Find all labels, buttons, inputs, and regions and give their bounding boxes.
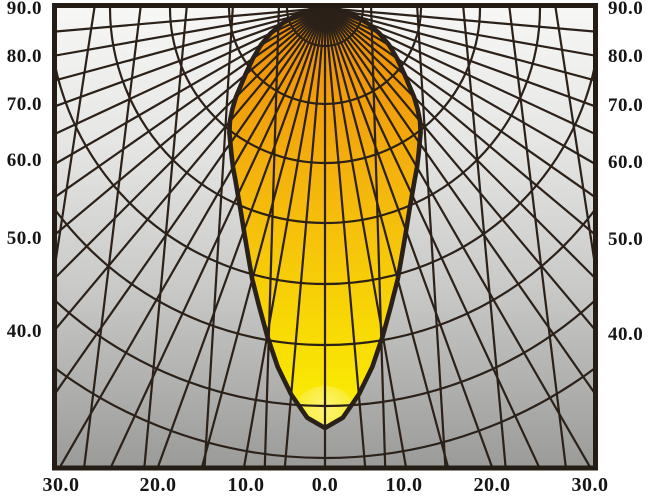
axis-label-left-40.0: 40.0 [6, 321, 42, 342]
axis-label-right-90.0: 90.0 [608, 0, 644, 19]
axis-label-bottom-20.0: 20.0 [473, 474, 511, 496]
grid-arc [56, 209, 594, 346]
grid-ray [56, 7, 326, 82]
grid-ray [59, 7, 326, 467]
grid-splay-line [203, 7, 234, 467]
grid-splay-line [370, 7, 387, 467]
grid-ray [324, 7, 594, 107]
grid-splay-line [416, 7, 447, 467]
grid-ray [201, 7, 327, 467]
grid-ray [324, 7, 594, 135]
grid-ray [324, 7, 594, 198]
grid-ray [324, 7, 594, 82]
grid-ray [56, 7, 326, 107]
grid-splay-line [508, 7, 567, 467]
axis-label-right-40.0: 40.0 [608, 324, 644, 345]
grid-ray [324, 7, 594, 33]
grid-splay-line [83, 7, 142, 467]
grid-ray [56, 7, 326, 198]
axis-label-right-80.0: 80.0 [608, 46, 644, 67]
axis-label-left-90.0: 90.0 [6, 0, 42, 19]
grid-ray [323, 7, 449, 467]
grid-ray [323, 7, 367, 467]
grid-splay-line [554, 7, 594, 263]
axis-label-left-80.0: 80.0 [6, 46, 42, 67]
grid-ray [324, 7, 594, 57]
grid-ray [56, 7, 326, 394]
grid-ray [110, 7, 326, 467]
axis-label-left-50.0: 50.0 [6, 228, 42, 249]
grid-ray [324, 7, 594, 165]
grid-ray [323, 7, 493, 467]
axis-label-left-70.0: 70.0 [6, 94, 42, 115]
grid-ray [56, 7, 326, 57]
axis-label-left-60.0: 60.0 [6, 150, 42, 171]
grid-ray [56, 7, 326, 330]
axis-label-right-70.0: 70.0 [608, 95, 644, 116]
axis-label-right-50.0: 50.0 [608, 229, 644, 250]
grid-arc [56, 66, 594, 286]
plot-border [52, 3, 598, 471]
beam-outline [227, 7, 423, 431]
grid-ray [56, 7, 326, 135]
grid-splay-line [56, 7, 96, 263]
grid-arc [56, 367, 594, 459]
grid-ray [56, 7, 326, 165]
grid-ray [323, 7, 407, 467]
grid-splay-line [462, 7, 507, 467]
grid-ray [56, 7, 326, 33]
grid-ray [324, 7, 594, 394]
axis-label-bottom-30.0: 30.0 [42, 474, 80, 496]
axis-label-right-60.0: 60.0 [608, 152, 644, 173]
grid-ray [324, 7, 594, 330]
grid-splay-line [263, 7, 280, 467]
grid-ray [243, 7, 327, 467]
grid-ray [283, 7, 327, 467]
axis-label-bottom-0.0: 0.0 [311, 474, 339, 496]
axis-label-bottom-10.0: 10.0 [227, 474, 265, 496]
grid-arc [56, 300, 594, 407]
axis-label-bottom-30.0: 30.0 [571, 474, 609, 496]
grid-ray [157, 7, 327, 467]
axis-label-bottom-10.0: 10.0 [385, 474, 423, 496]
axis-label-bottom-20.0: 20.0 [139, 474, 177, 496]
grid-ray [324, 7, 540, 467]
grid-splay-line [0, 0, 50, 500]
grid-splay-line [143, 7, 188, 467]
grid-ray [324, 7, 591, 467]
